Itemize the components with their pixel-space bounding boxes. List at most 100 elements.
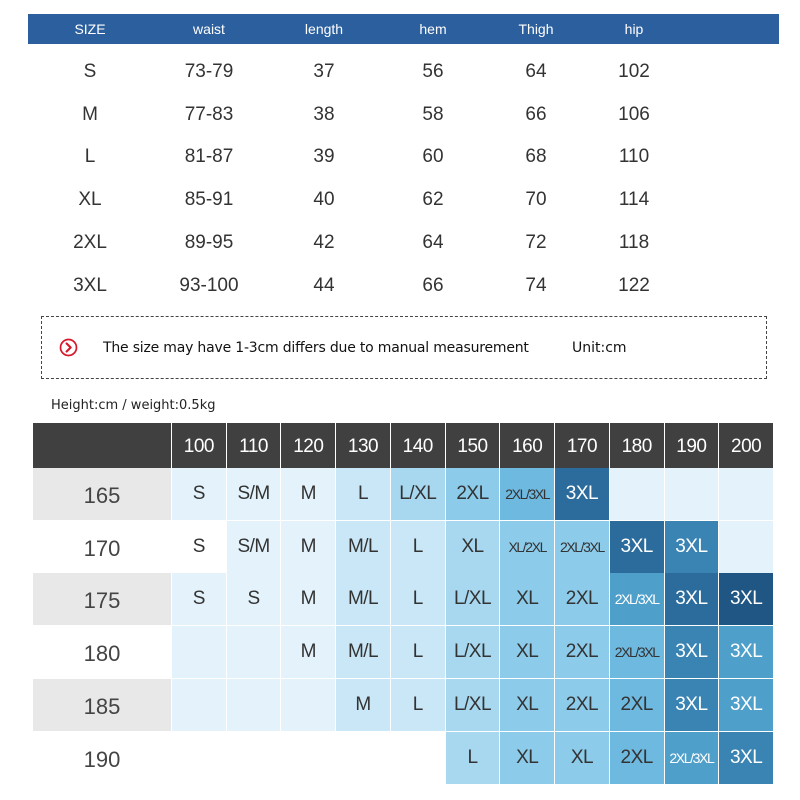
size-cell: 74 (525, 274, 547, 296)
size-cell: 93-100 (179, 274, 239, 296)
size-cell: 68 (525, 146, 547, 168)
size-recommendation-cell (225, 626, 281, 679)
size-recommendation-cell: 2XL (444, 468, 500, 520)
size-cell: 70 (525, 189, 547, 211)
size-recommendation-cell: XL (499, 573, 555, 626)
size-recommendation-cell: S/M (225, 520, 281, 573)
size-recommendation-cell: 2XL/3XL (499, 468, 555, 520)
size-cell: 81-87 (184, 146, 234, 168)
size-cell: 2XL (73, 231, 107, 253)
size-recommendation-cell: M (280, 573, 336, 626)
size-recommendation-cell (389, 731, 445, 784)
size-header-length: length (304, 21, 344, 37)
size-cell: 122 (618, 274, 650, 296)
size-cell: 102 (618, 61, 650, 82)
size-recommendation-cell: L/XL (444, 626, 500, 679)
size-recommendation-cell: 3XL (608, 520, 664, 573)
size-recommendation-cell: 2XL (554, 678, 609, 731)
size-recommendation-cell: S (171, 468, 226, 520)
size-cell: 58 (422, 103, 444, 125)
weight-header-row: 100 110 120 130 140 150 160 170 180 190 200 (33, 423, 773, 468)
size-recommendation-cell: L/XL (444, 573, 500, 626)
size-recommendation-cell: M/L (335, 520, 390, 573)
size-recommendation-cell: 2XL (608, 678, 664, 731)
size-cell: 3XL (73, 274, 107, 296)
size-recommendation-cell: L (389, 573, 445, 626)
size-cell: 37 (313, 61, 335, 82)
size-recommendation-cell: 3XL (554, 468, 609, 520)
size-cell: 62 (422, 189, 444, 211)
size-recommendation-cell: L (444, 731, 500, 784)
size-cell: L (84, 146, 96, 168)
size-header-thigh: Thigh (518, 21, 554, 37)
size-recommendation-cell: XL/2XL (499, 520, 555, 573)
size-recommendation-cell: S/M (225, 468, 281, 520)
height-row: 190 L XL XL 2XL 2XL/3XL 3XL (33, 731, 773, 784)
size-cell: 114 (618, 189, 650, 211)
size-cell: 40 (313, 189, 335, 211)
weight-header-cell: 120 (280, 423, 335, 468)
unit-text: Unit:cm (572, 340, 627, 356)
size-recommendation-cell: XL (499, 731, 555, 784)
size-recommendation-cell: L (389, 626, 445, 679)
size-cell: 66 (422, 274, 444, 296)
size-header-waist: waist (193, 21, 225, 37)
size-recommendation-cell: 3XL (663, 678, 719, 731)
height-label: 185 (33, 678, 171, 731)
weight-header-cell: 160 (499, 423, 554, 468)
size-recommendation-cell: 3XL (663, 520, 719, 573)
size-table-header: SIZE waist length hem Thigh hip (28, 14, 779, 44)
size-recommendation-cell (225, 678, 281, 731)
size-recommendation-cell: 3XL (718, 573, 773, 626)
size-header-size: SIZE (74, 21, 106, 37)
weight-header-cell: 170 (554, 423, 609, 468)
size-recommendation-cell: 2XL/3XL (608, 573, 664, 626)
size-cell: 85-91 (184, 189, 234, 211)
size-recommendation-cell: 3XL (663, 573, 719, 626)
size-recommendation-cell: M (280, 468, 336, 520)
size-recommendation-cell (663, 468, 719, 520)
size-recommendation-cell: L/XL (389, 468, 445, 520)
size-cell: 110 (618, 146, 650, 168)
size-row: L 81-87 39 60 68 110 (28, 135, 779, 178)
size-recommendation-cell (171, 678, 226, 731)
size-row: 3XL 93-100 44 66 74 122 (28, 264, 779, 307)
size-recommendation-cell: XL (499, 678, 555, 731)
size-recommendation-cell (718, 520, 773, 573)
size-cell: 64 (525, 61, 547, 82)
size-recommendation-cell: 3XL (718, 678, 773, 731)
size-recommendation-cell: L (389, 520, 445, 573)
weight-header-cell: 190 (663, 423, 719, 468)
size-recommendation-cell (171, 731, 226, 784)
chevron-right-circle-icon (59, 338, 78, 357)
size-recommendation-cell: M/L (335, 573, 390, 626)
size-recommendation-cell: L (389, 678, 445, 731)
size-recommendation-cell (225, 731, 281, 784)
size-recommendation-cell: S (171, 520, 226, 573)
weight-header-cell: 100 (171, 423, 226, 468)
size-recommendation-cell (280, 678, 336, 731)
size-table: SIZE waist length hem Thigh hip S 73-79 37 56 64 1… (28, 14, 779, 300)
weight-header-cell: 140 (389, 423, 445, 468)
height-row: 175 S S M M/L L L/XL XL 2XL 2XL/3XL 3XL 3XL (33, 573, 773, 626)
size-recommendation-cell: M/L (335, 626, 390, 679)
size-recommendation-cell (608, 468, 664, 520)
size-recommendation-cell (280, 731, 336, 784)
size-cell: 72 (525, 231, 547, 253)
size-cell: 38 (313, 103, 335, 125)
size-cell: 66 (525, 103, 547, 125)
size-cell: 39 (313, 146, 335, 168)
height-label: 190 (33, 731, 171, 784)
height-row: 180 M M/L L L/XL XL 2XL 2XL/3XL 3XL 3XL (33, 626, 773, 679)
size-recommendation-cell: 2XL/3XL (608, 626, 664, 679)
size-cell: 106 (618, 103, 650, 125)
size-cell: 44 (313, 274, 335, 296)
size-recommendation-cell: XL (444, 520, 500, 573)
size-cell: 73-79 (184, 61, 234, 82)
weight-header-cell: 200 (718, 423, 773, 468)
size-cell: 64 (422, 231, 444, 253)
weight-header-cell: 110 (225, 423, 281, 468)
size-recommendation-cell: M (280, 520, 336, 573)
size-recommendation-cell: 3XL (663, 626, 719, 679)
size-row: 2XL 89-95 42 64 72 118 (28, 221, 779, 264)
